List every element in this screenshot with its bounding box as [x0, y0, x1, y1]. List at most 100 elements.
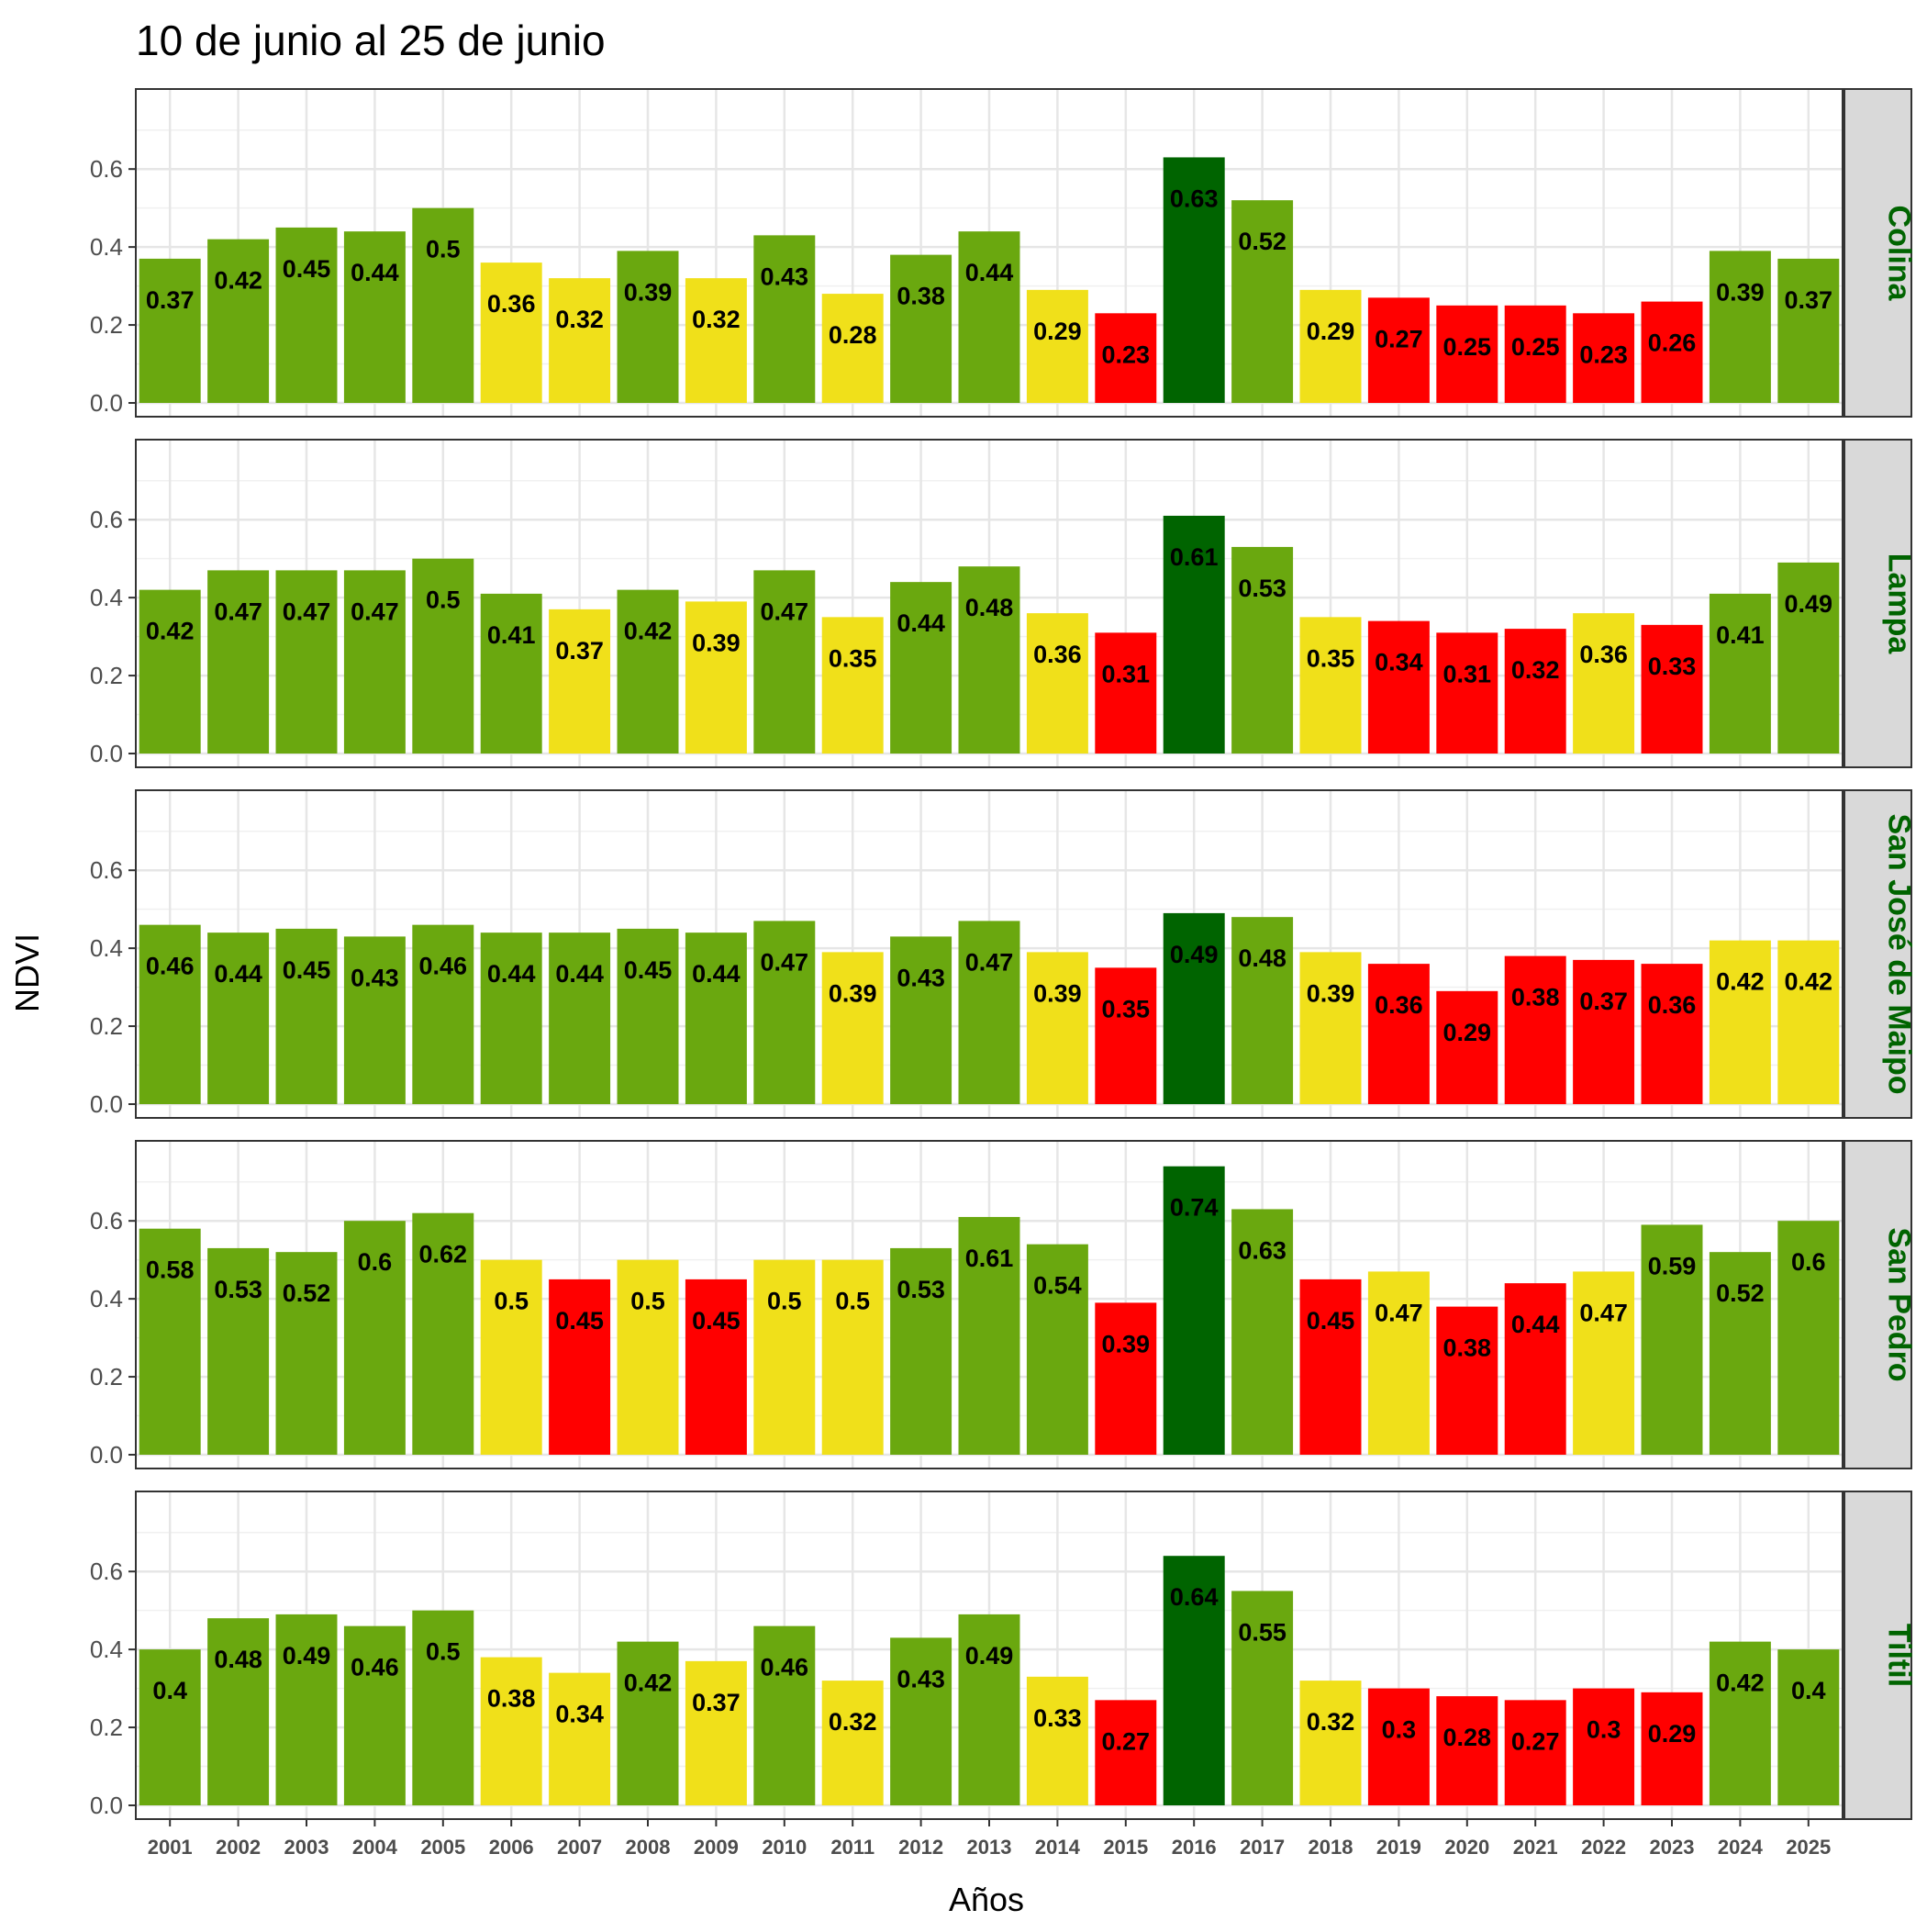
- bar-value-label: 0.5: [767, 1288, 802, 1315]
- bar-value-label: 0.29: [1307, 318, 1355, 345]
- bar-value-label: 0.37: [692, 1689, 741, 1716]
- bar-value-label: 0.32: [829, 1708, 877, 1736]
- bar: [1163, 912, 1225, 1104]
- bar-value-label: 0.38: [487, 1685, 536, 1713]
- y-tick-label: 0.2: [90, 1363, 123, 1390]
- bar-value-label: 0.32: [555, 306, 604, 333]
- bar-value-label: 0.44: [555, 960, 604, 988]
- bar-value-label: 0.37: [1785, 286, 1833, 314]
- bar-value-label: 0.47: [761, 948, 809, 976]
- x-tick-label: 2007: [557, 1836, 602, 1859]
- bar-value-label: 0.74: [1170, 1194, 1219, 1222]
- x-tick-label: 2006: [489, 1836, 534, 1859]
- bar: [1231, 917, 1294, 1104]
- bar-value-label: 0.49: [1785, 590, 1833, 618]
- bar-value-label: 0.42: [624, 618, 673, 645]
- bar: [1641, 1692, 1703, 1805]
- bar: [1231, 200, 1294, 403]
- x-tick-label: 2013: [967, 1836, 1012, 1859]
- bar-value-label: 0.62: [419, 1241, 468, 1268]
- bar: [1299, 289, 1362, 403]
- bar: [275, 1614, 338, 1805]
- bar-value-label: 0.23: [1102, 341, 1151, 368]
- bar-value-label: 0.47: [1375, 1299, 1423, 1326]
- bar-value-label: 0.41: [487, 621, 536, 649]
- bar-value-label: 0.45: [1307, 1307, 1355, 1335]
- bar: [685, 1279, 747, 1455]
- bar-value-label: 0.47: [283, 597, 331, 625]
- bar-value-label: 0.47: [1579, 1299, 1628, 1326]
- bar: [1573, 959, 1635, 1104]
- x-tick-label: 2001: [148, 1836, 193, 1859]
- bar-value-label: 0.47: [351, 597, 399, 625]
- bar-value-label: 0.36: [1375, 991, 1423, 1019]
- facet-panel: 0.58 0.53 0.52 0.6 0.62 0.5 0.45 0.5 0.45 0.5 0.5 0…: [90, 1140, 1917, 1469]
- bar-value-label: 0.49: [965, 1642, 1014, 1670]
- facet-strip: [1843, 88, 1912, 418]
- facet-panel: 0.4 0.48 0.49 0.46 0.5 0.38 0.34 0.42 0.37 0.46 0.…: [90, 1491, 1917, 1820]
- bar: [412, 207, 474, 403]
- bar-value-label: 0.36: [1579, 641, 1628, 668]
- bar-value-label: 0.28: [829, 321, 877, 349]
- facet-strip: [1843, 789, 1912, 1119]
- x-tick-label: 2003: [284, 1836, 329, 1859]
- bar-value-label: 0.43: [351, 964, 399, 991]
- bar: [1436, 1696, 1498, 1805]
- bar-value-label: 0.63: [1238, 1236, 1287, 1264]
- y-tick-label: 0.6: [90, 1207, 123, 1234]
- bar: [1436, 632, 1498, 754]
- x-tick-label: 2018: [1309, 1836, 1353, 1859]
- bar-value-label: 0.36: [1648, 991, 1697, 1019]
- bar-value-label: 0.29: [1033, 318, 1082, 345]
- bar: [1641, 1224, 1703, 1455]
- bar-value-label: 0.48: [1238, 944, 1287, 972]
- bar-value-label: 0.36: [487, 290, 536, 318]
- bar-value-label: 0.3: [1587, 1716, 1621, 1744]
- bar: [1367, 620, 1430, 754]
- bar-value-label: 0.39: [1716, 278, 1765, 306]
- bar-value-label: 0.29: [1648, 1720, 1697, 1748]
- bar: [549, 278, 611, 403]
- bar: [1367, 1271, 1430, 1455]
- bar: [412, 924, 474, 1104]
- bar-value-label: 0.42: [624, 1670, 673, 1697]
- facet-strip-label: Lampa: [1882, 553, 1917, 655]
- x-tick-label: 2009: [694, 1836, 739, 1859]
- bar-value-label: 0.32: [692, 306, 741, 333]
- panel-border: [135, 789, 1843, 1119]
- bar-value-label: 0.34: [1375, 649, 1423, 676]
- bar-value-label: 0.45: [555, 1307, 604, 1335]
- bar-value-label: 0.5: [426, 236, 461, 263]
- bar-value-label: 0.59: [1648, 1252, 1697, 1279]
- bar: [343, 936, 406, 1104]
- bar: [1709, 251, 1771, 403]
- bar: [753, 235, 816, 403]
- y-tick-label: 0.0: [90, 1792, 123, 1819]
- bar-value-label: 0.31: [1102, 660, 1151, 687]
- bar-value-label: 0.52: [1716, 1279, 1765, 1307]
- bar-value-label: 0.35: [1307, 644, 1355, 672]
- bar: [1504, 955, 1566, 1104]
- chart-title: 10 de junio al 25 de junio: [136, 17, 606, 64]
- bar: [207, 1247, 270, 1455]
- bar: [617, 928, 679, 1104]
- bar-value-label: 0.46: [146, 953, 195, 980]
- y-tick-label: 0.0: [90, 1090, 123, 1118]
- bar-value-label: 0.44: [1511, 1311, 1560, 1338]
- facet-strip-label: Tiltil: [1882, 1624, 1917, 1687]
- bar: [1573, 1688, 1635, 1805]
- bar: [275, 928, 338, 1104]
- x-tick-label: 2010: [762, 1836, 807, 1859]
- bar-value-label: 0.47: [965, 948, 1014, 976]
- bar-value-label: 0.47: [761, 597, 809, 625]
- bar: [1163, 1166, 1225, 1455]
- bar: [1504, 305, 1566, 403]
- bar-value-label: 0.38: [897, 283, 945, 310]
- y-tick-label: 0.4: [90, 934, 123, 962]
- bar: [1573, 613, 1635, 754]
- y-tick-label: 0.2: [90, 662, 123, 689]
- y-axis-title: NDVI: [8, 933, 46, 1012]
- bar: [1095, 313, 1157, 403]
- facet-strip: [1843, 1140, 1912, 1469]
- y-tick-label: 0.2: [90, 1714, 123, 1741]
